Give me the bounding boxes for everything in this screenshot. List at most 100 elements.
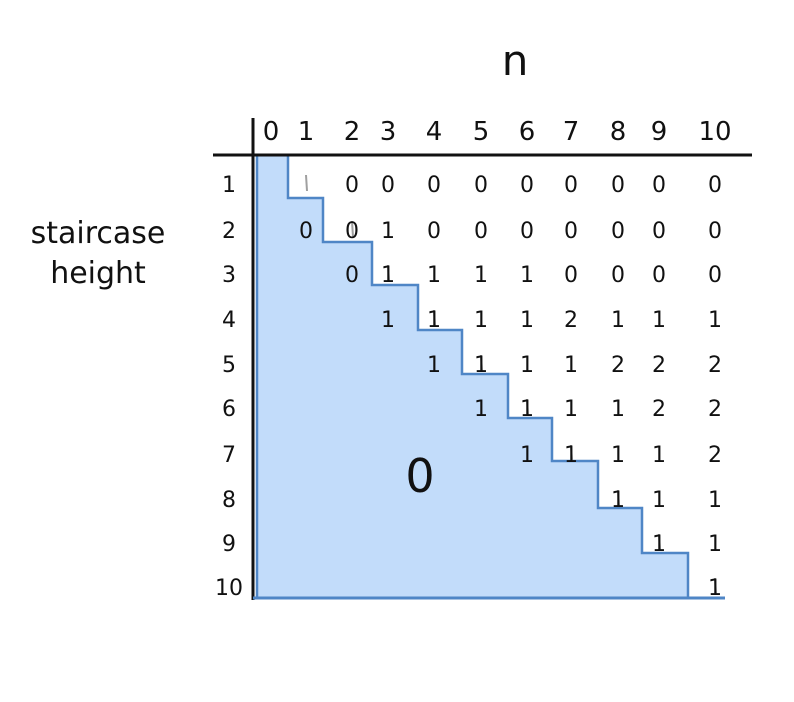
table-cell: 0	[564, 219, 578, 244]
column-header: 0	[263, 117, 280, 147]
table-cell: 0	[381, 173, 395, 198]
table-cell: 1	[611, 488, 625, 513]
column-header: 10	[698, 117, 731, 147]
table-cell: 1	[564, 353, 578, 378]
diagonal-marker	[387, 264, 390, 282]
zero-region-label: 0	[405, 449, 434, 503]
table-cell: 1	[652, 443, 666, 468]
row-header: 7	[222, 443, 236, 468]
column-header: 7	[563, 117, 580, 147]
table-cell: 1	[474, 308, 488, 333]
diagonal-marker	[714, 577, 717, 595]
table-cell: 0	[611, 219, 625, 244]
table-cell: 1	[652, 488, 666, 513]
column-headers: 0 1 2 3 4 5 6 7 8 9 10	[263, 117, 732, 147]
table-cell: 0	[345, 173, 359, 198]
diagonal-marker	[570, 444, 573, 462]
table-cell: 2	[652, 397, 666, 422]
table-cell: 1	[427, 353, 441, 378]
table-cell: 2	[708, 443, 722, 468]
table-cell: 1	[611, 308, 625, 333]
table-cell: 1	[520, 353, 534, 378]
table-cell: 0	[652, 219, 666, 244]
row-header: 9	[222, 532, 236, 557]
table-cell: 2	[708, 353, 722, 378]
table-cell: 1	[381, 219, 395, 244]
table-cell: 1	[652, 532, 666, 557]
table-cell: 0	[708, 219, 722, 244]
table-cells: 0 0 0 0 0 0 0 0 00 0 1 0 0 0 0 0 0 00 1 1 1 1 0 0 0 01 1 1 1 2 1 1 11 1 1 1…	[299, 173, 722, 601]
table-cell: 1	[708, 532, 722, 557]
diagonal-marker	[617, 489, 620, 507]
diagonal-marker	[305, 174, 308, 192]
column-header: 5	[473, 117, 490, 147]
column-header: 2	[344, 117, 361, 147]
table-cell: 1	[611, 443, 625, 468]
column-axis-title: n	[502, 36, 529, 85]
zero-region	[255, 153, 690, 600]
table-cell: 0	[564, 173, 578, 198]
table-cell: 1	[708, 488, 722, 513]
table-cell: 1	[564, 443, 578, 468]
table-cell: 0	[427, 219, 441, 244]
table-cell: 1	[564, 397, 578, 422]
column-header: 6	[519, 117, 536, 147]
table-cell: 2	[708, 397, 722, 422]
row-header: 8	[222, 488, 236, 513]
table-cell: 1	[520, 308, 534, 333]
table-cell: 1	[381, 263, 395, 288]
table-cell: 0	[652, 173, 666, 198]
table-cell: 2	[564, 308, 578, 333]
diagonal-marker	[433, 309, 436, 327]
row-headers: 1 2 3 4 5 6 7 8 9 10	[215, 173, 243, 601]
table-cell: 0	[611, 173, 625, 198]
row-header: 1	[222, 173, 236, 198]
table-cell: 1	[520, 397, 534, 422]
column-header: 3	[380, 117, 397, 147]
table-cell: 1	[652, 308, 666, 333]
column-header: 9	[651, 117, 668, 147]
table-cell: 1	[708, 576, 722, 601]
column-header: 8	[610, 117, 627, 147]
table-cell: 0	[652, 263, 666, 288]
table-cell: 0	[564, 263, 578, 288]
table-cell: 1	[520, 443, 534, 468]
column-header: 4	[426, 117, 443, 147]
table-cell: 0	[520, 219, 534, 244]
table-cell: 0	[708, 263, 722, 288]
table-cell: 1	[474, 263, 488, 288]
diagonal-marker	[480, 354, 483, 372]
table-cell: 0	[427, 173, 441, 198]
table-cell: 1	[708, 308, 722, 333]
row-header: 6	[222, 397, 236, 422]
table-cell: 1	[611, 397, 625, 422]
row-header: 10	[215, 576, 243, 601]
table-cell: 1	[381, 308, 395, 333]
table-cell: 2	[611, 353, 625, 378]
row-header: 5	[222, 353, 236, 378]
row-axis-title-line1: staircase	[31, 216, 166, 251]
diagonal-marker	[658, 533, 661, 551]
table-cell: 1	[427, 308, 441, 333]
table-cell: 0	[299, 219, 313, 244]
table-cell: 2	[652, 353, 666, 378]
row-axis-title-line2: height	[50, 256, 146, 291]
table-cell: 0	[345, 219, 359, 244]
row-header: 2	[222, 219, 236, 244]
table-cell: 0	[474, 173, 488, 198]
table-cell: 1	[474, 397, 488, 422]
row-header: 4	[222, 308, 236, 333]
table-cell: 0	[708, 173, 722, 198]
table-cell: 1	[474, 353, 488, 378]
table-cell: 0	[520, 173, 534, 198]
table-cell: 0	[611, 263, 625, 288]
table-cell: 0	[474, 219, 488, 244]
table-cell: 0	[345, 263, 359, 288]
diagonal-marker	[526, 398, 529, 416]
row-header: 3	[222, 263, 236, 288]
table-cell: 1	[427, 263, 441, 288]
diagonal-marker	[351, 220, 354, 238]
column-header: 1	[298, 117, 315, 147]
table-cell: 1	[520, 263, 534, 288]
